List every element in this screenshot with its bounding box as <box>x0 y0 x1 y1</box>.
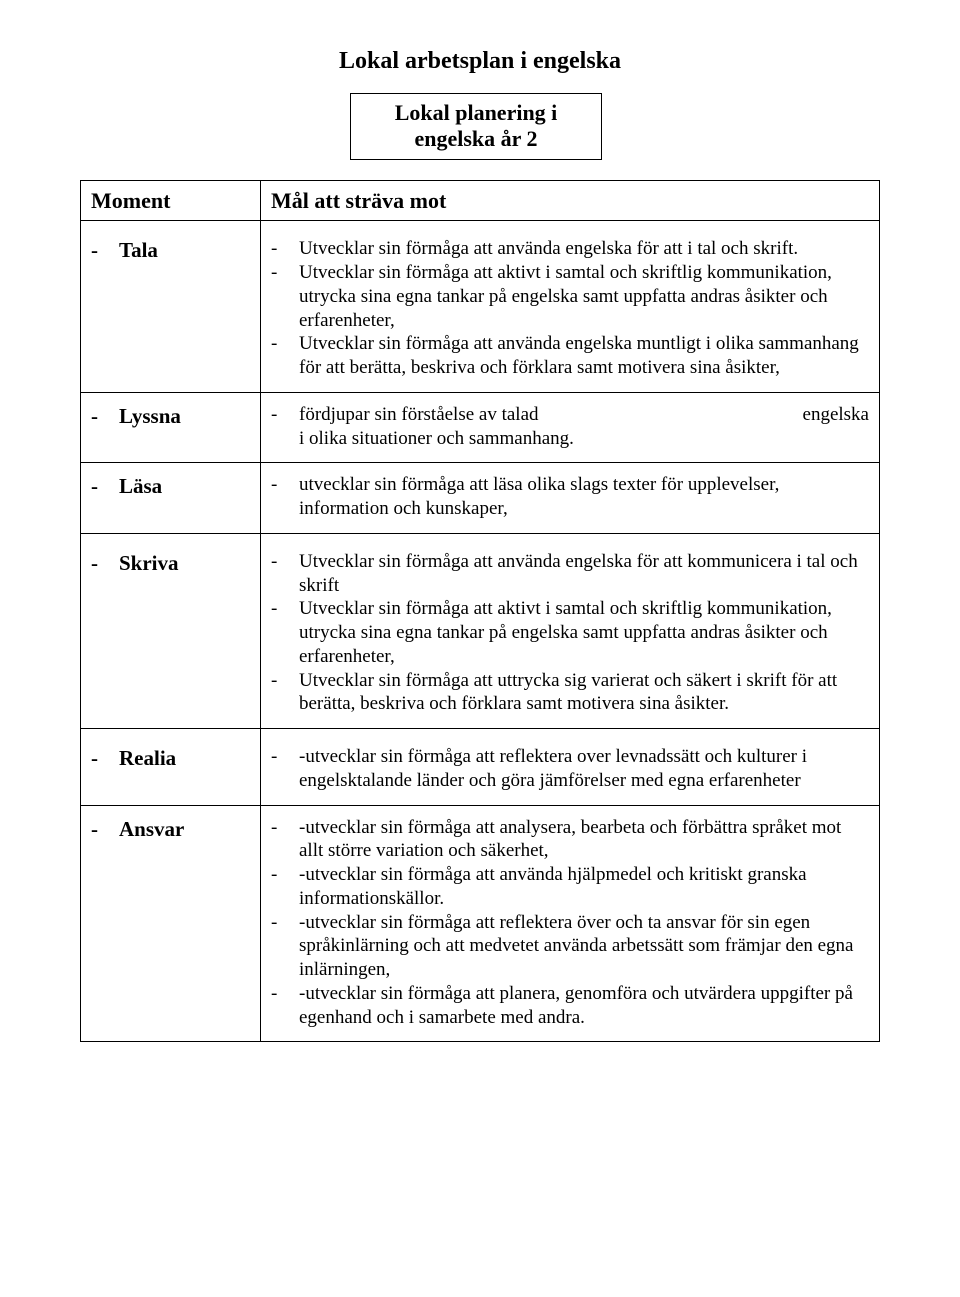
target-cell: -Utvecklar sin förmåga att använda engel… <box>261 533 880 728</box>
bullet-text: Utvecklar sin förmåga att uttrycka sig v… <box>299 669 869 717</box>
bullet-list: --utvecklar sin förmåga att analysera, b… <box>271 816 869 1030</box>
dash-icon: - <box>91 550 119 576</box>
bullet-text: utvecklar sin förmåga att läsa olika sla… <box>299 473 869 521</box>
dash-icon: - <box>91 237 119 263</box>
target-cell: --utvecklar sin förmåga att reflektera o… <box>261 729 880 806</box>
dash-icon: - <box>271 669 299 693</box>
dash-icon: - <box>91 816 119 842</box>
dash-icon: - <box>271 911 299 935</box>
header-target: Mål att sträva mot <box>261 180 880 221</box>
table-row: - Realia --utvecklar sin förmåga att ref… <box>81 729 880 806</box>
list-item: -utvecklar sin förmåga att läsa olika sl… <box>271 473 869 521</box>
dash-icon: - <box>91 473 119 499</box>
curriculum-table: Moment Mål att sträva mot - Tala -Utveck… <box>80 180 880 1043</box>
bullet-list: - fördjupar sin förståelse av talad enge… <box>271 403 869 451</box>
moment-lyssna: - Lyssna <box>91 403 250 429</box>
moment-cell: - Realia <box>81 729 261 806</box>
list-item: --utvecklar sin förmåga att reflektera o… <box>271 745 869 793</box>
moment-skriva: - Skriva <box>91 550 250 576</box>
moment-label: Realia <box>119 745 176 771</box>
bullet-text: fördjupar sin förståelse av talad engels… <box>299 403 869 451</box>
moment-cell: - Läsa <box>81 463 261 534</box>
table-row: - Tala -Utvecklar sin förmåga att använd… <box>81 221 880 393</box>
moment-ansvar: - Ansvar <box>91 816 250 842</box>
table-row: - Lyssna - fördjupar sin förståelse av t… <box>81 392 880 463</box>
target-cell: - fördjupar sin förståelse av talad enge… <box>261 392 880 463</box>
list-item: -Utvecklar sin förmåga att använda engel… <box>271 237 869 261</box>
subtitle-box: Lokal planering i engelska år 2 <box>350 93 602 160</box>
moment-cell: - Skriva <box>81 533 261 728</box>
list-item: --utvecklar sin förmåga att planera, gen… <box>271 982 869 1030</box>
target-cell: --utvecklar sin förmåga att analysera, b… <box>261 805 880 1042</box>
dash-icon: - <box>271 473 299 497</box>
list-item: --utvecklar sin förmåga att använda hjäl… <box>271 863 869 911</box>
bullet-text: -utvecklar sin förmåga att använda hjälp… <box>299 863 869 911</box>
dash-icon: - <box>91 403 119 429</box>
moment-tala: - Tala <box>91 237 250 263</box>
dash-icon: - <box>271 550 299 574</box>
list-item: -Utvecklar sin förmåga att uttrycka sig … <box>271 669 869 717</box>
moment-realia: - Realia <box>91 745 250 771</box>
dash-icon: - <box>271 332 299 356</box>
subtitle-line-2: engelska år 2 <box>361 126 591 152</box>
table-row: - Skriva -Utvecklar sin förmåga att anvä… <box>81 533 880 728</box>
dash-icon: - <box>271 597 299 621</box>
list-item: -Utvecklar sin förmåga att aktivt i samt… <box>271 597 869 668</box>
lyssna-line1-left: fördjupar sin förståelse av talad <box>299 403 763 427</box>
bullet-list: -Utvecklar sin förmåga att använda engel… <box>271 237 869 380</box>
dash-icon: - <box>271 816 299 840</box>
dash-icon: - <box>271 403 299 427</box>
bullet-text: Utvecklar sin förmåga att aktivt i samta… <box>299 261 869 332</box>
moment-cell: - Lyssna <box>81 392 261 463</box>
moment-lasa: - Läsa <box>91 473 250 499</box>
dash-icon: - <box>91 745 119 771</box>
bullet-text: Utvecklar sin förmåga att använda engels… <box>299 332 869 380</box>
bullet-text: -utvecklar sin förmåga att analysera, be… <box>299 816 869 864</box>
table-row: - Läsa -utvecklar sin förmåga att läsa o… <box>81 463 880 534</box>
dash-icon: - <box>271 863 299 887</box>
moment-label: Ansvar <box>119 816 184 842</box>
dash-icon: - <box>271 261 299 285</box>
page-title: Lokal arbetsplan i engelska <box>80 48 880 75</box>
bullet-text: Utvecklar sin förmåga att använda engels… <box>299 237 869 261</box>
bullet-list: --utvecklar sin förmåga att reflektera o… <box>271 745 869 793</box>
lyssna-line2: i olika situationer och sammanhang. <box>299 428 574 449</box>
header-moment: Moment <box>81 180 261 221</box>
dash-icon: - <box>271 237 299 261</box>
list-item: -Utvecklar sin förmåga att aktivt i samt… <box>271 261 869 332</box>
moment-cell: - Tala <box>81 221 261 393</box>
lyssna-line1-right: engelska <box>763 403 869 427</box>
table-header-row: Moment Mål att sträva mot <box>81 180 880 221</box>
list-item: --utvecklar sin förmåga att reflektera ö… <box>271 911 869 982</box>
bullet-text: -utvecklar sin förmåga att reflektera öv… <box>299 911 869 982</box>
bullet-text: -utvecklar sin förmåga att reflektera ov… <box>299 745 869 793</box>
dash-icon: - <box>271 982 299 1006</box>
page: Lokal arbetsplan i engelska Lokal planer… <box>0 0 960 1297</box>
moment-label: Skriva <box>119 550 179 576</box>
moment-label: Lyssna <box>119 403 181 429</box>
target-cell: -Utvecklar sin förmåga att använda engel… <box>261 221 880 393</box>
target-cell: -utvecklar sin förmåga att läsa olika sl… <box>261 463 880 534</box>
bullet-list: -Utvecklar sin förmåga att använda engel… <box>271 550 869 716</box>
bullet-text: Utvecklar sin förmåga att aktivt i samta… <box>299 597 869 668</box>
moment-cell: - Ansvar <box>81 805 261 1042</box>
list-item: -Utvecklar sin förmåga att använda engel… <box>271 332 869 380</box>
list-item: - fördjupar sin förståelse av talad enge… <box>271 403 869 451</box>
dash-icon: - <box>271 745 299 769</box>
bullet-text: Utvecklar sin förmåga att använda engels… <box>299 550 869 598</box>
table-row: - Ansvar --utvecklar sin förmåga att ana… <box>81 805 880 1042</box>
bullet-text: -utvecklar sin förmåga att planera, geno… <box>299 982 869 1030</box>
bullet-list: -utvecklar sin förmåga att läsa olika sl… <box>271 473 869 521</box>
list-item: -Utvecklar sin förmåga att använda engel… <box>271 550 869 598</box>
subtitle-line-1: Lokal planering i <box>361 100 591 126</box>
moment-label: Läsa <box>119 473 162 499</box>
moment-label: Tala <box>119 237 158 263</box>
list-item: --utvecklar sin förmåga att analysera, b… <box>271 816 869 864</box>
